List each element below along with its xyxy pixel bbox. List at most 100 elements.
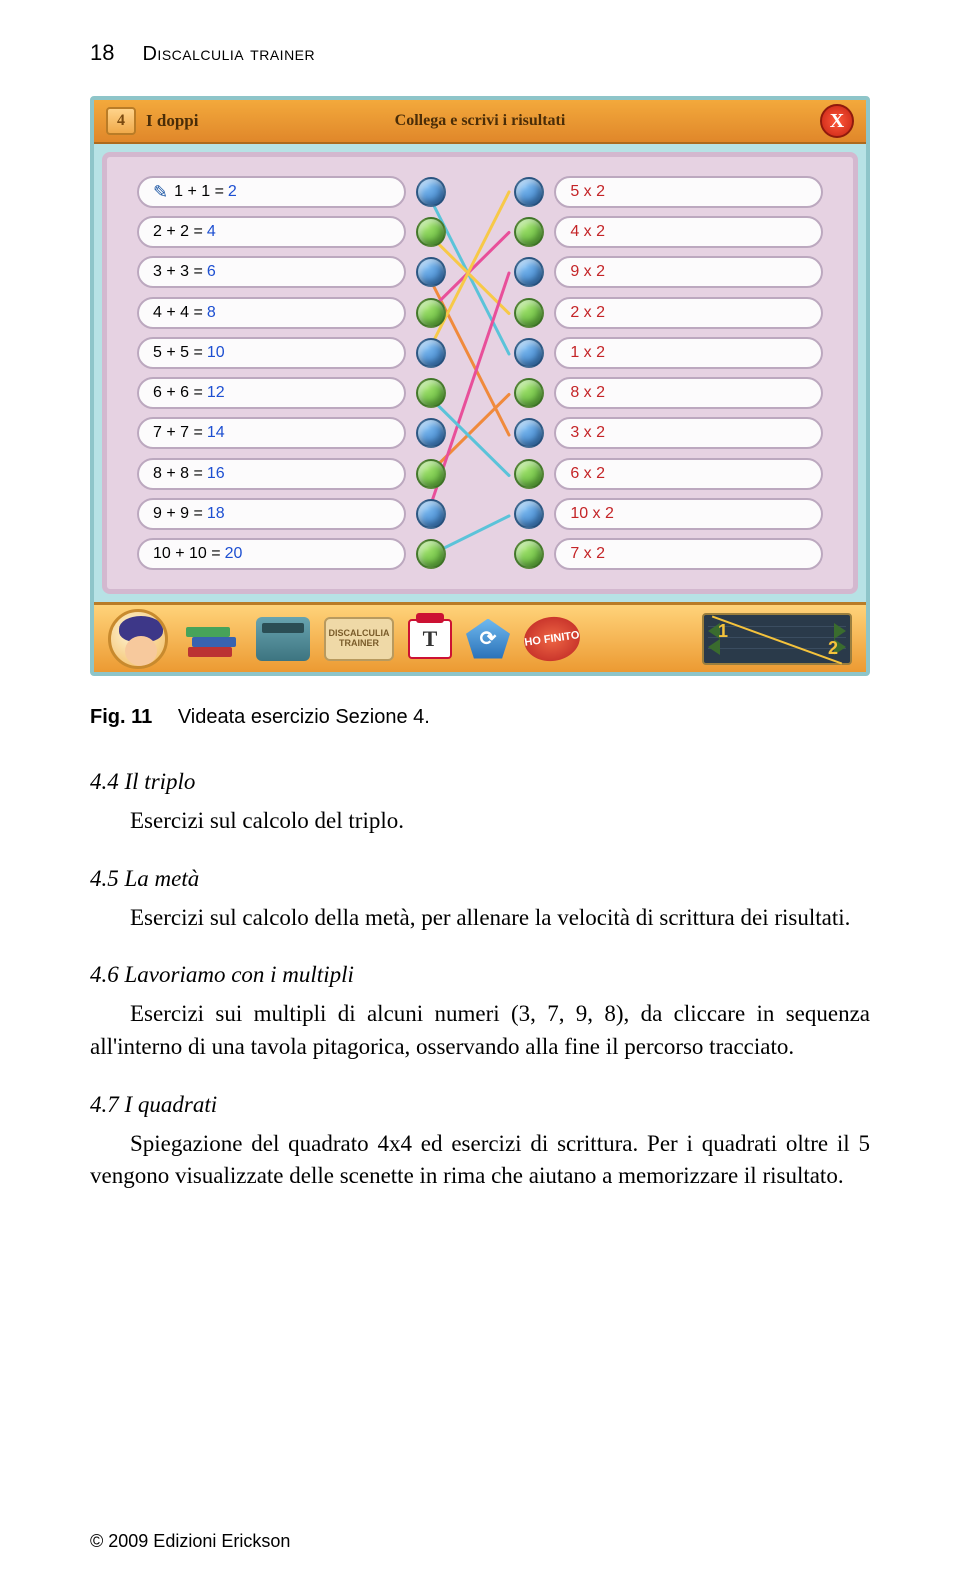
expression-pill[interactable]: ✎1 + 1 = 2 — [137, 176, 406, 208]
multiplier-text: 4 x 2 — [570, 223, 605, 241]
calculator-icon[interactable] — [256, 617, 310, 661]
game-number-1: 1 — [718, 621, 728, 642]
connector-dot[interactable] — [514, 459, 544, 489]
connector-dot[interactable] — [416, 539, 446, 569]
expression-pill[interactable]: 3 + 3 = 6 — [137, 256, 406, 288]
recycle-button[interactable]: ⟳ — [466, 619, 510, 659]
answer-text: 6 — [207, 263, 216, 281]
right-row: 3 x 2 — [514, 416, 823, 450]
right-row: 9 x 2 — [514, 255, 823, 289]
connector-dot[interactable] — [416, 338, 446, 368]
expression-text: 1 + 1 = — [174, 183, 224, 201]
connector-dot[interactable] — [514, 298, 544, 328]
game-panel[interactable]: 1 2 — [702, 613, 852, 665]
multiplier-pill[interactable]: 4 x 2 — [554, 216, 823, 248]
app-titlebar: 4 I doppi Collega e scrivi i risultati X — [94, 100, 866, 144]
left-row: 8 + 8 = 16 — [137, 457, 446, 491]
exercise-number-badge: 4 — [106, 107, 136, 135]
answer-text: 10 — [207, 344, 225, 362]
connector-dot[interactable] — [416, 217, 446, 247]
answer-text: 18 — [207, 505, 225, 523]
expression-pill[interactable]: 7 + 7 = 14 — [137, 417, 406, 449]
section-heading: 4.5 La metà — [90, 866, 870, 892]
connector-dot[interactable] — [514, 217, 544, 247]
connector-dot[interactable] — [514, 338, 544, 368]
expression-text: 7 + 7 = — [153, 424, 203, 442]
connector-dot[interactable] — [416, 499, 446, 529]
left-row: 9 + 9 = 18 — [137, 497, 446, 531]
connector-dot[interactable] — [514, 177, 544, 207]
left-column: ✎1 + 1 = 2 2 + 2 = 4 3 + 3 = 6 4 + 4 = 8 5 +… — [137, 175, 446, 571]
app-screenshot: 4 I doppi Collega e scrivi i risultati X… — [90, 96, 870, 676]
expression-pill[interactable]: 2 + 2 = 4 — [137, 216, 406, 248]
multiplier-pill[interactable]: 10 x 2 — [554, 498, 823, 530]
expression-pill[interactable]: 9 + 9 = 18 — [137, 498, 406, 530]
left-row: 5 + 5 = 10 — [137, 336, 446, 370]
multiplier-text: 9 x 2 — [570, 263, 605, 281]
multiplier-text: 6 x 2 — [570, 465, 605, 483]
answer-text: 16 — [207, 465, 225, 483]
connector-dot[interactable] — [514, 499, 544, 529]
close-button[interactable]: X — [820, 104, 854, 138]
answer-text: 20 — [225, 545, 243, 563]
game-number-2: 2 — [828, 638, 838, 659]
multiplier-pill[interactable]: 8 x 2 — [554, 377, 823, 409]
multiplier-pill[interactable]: 2 x 2 — [554, 297, 823, 329]
t-button[interactable]: T — [408, 619, 452, 659]
multiplier-text: 8 x 2 — [570, 384, 605, 402]
multiplier-text: 3 x 2 — [570, 424, 605, 442]
multiplier-text: 5 x 2 — [570, 183, 605, 201]
right-row: 8 x 2 — [514, 376, 823, 410]
left-row: 10 + 10 = 20 — [137, 537, 446, 571]
figure-label: Fig. 11 — [90, 706, 152, 728]
answer-text: 4 — [207, 223, 216, 241]
connector-dot[interactable] — [416, 378, 446, 408]
copyright-footer: © 2009 Edizioni Erickson — [90, 1531, 290, 1552]
expression-text: 10 + 10 = — [153, 545, 221, 563]
finish-button[interactable]: HO FINITO — [521, 613, 583, 664]
expression-pill[interactable]: 4 + 4 = 8 — [137, 297, 406, 329]
multiplier-pill[interactable]: 6 x 2 — [554, 458, 823, 490]
expression-pill[interactable]: 10 + 10 = 20 — [137, 538, 406, 570]
left-row: 7 + 7 = 14 — [137, 416, 446, 450]
trainer-badge[interactable]: DISCALCULIA TRAINER — [324, 617, 394, 661]
right-row: 5 x 2 — [514, 175, 823, 209]
multiplier-pill[interactable]: 5 x 2 — [554, 176, 823, 208]
expression-pill[interactable]: 5 + 5 = 10 — [137, 337, 406, 369]
connector-dot[interactable] — [514, 539, 544, 569]
connector-dot[interactable] — [514, 378, 544, 408]
answer-text: 8 — [207, 304, 216, 322]
running-title: Discalculia trainer — [142, 43, 315, 66]
multiplier-text: 7 x 2 — [570, 545, 605, 563]
bottom-toolbar: DISCALCULIA TRAINER T ⟳ HO FINITO 1 2 — [94, 602, 866, 672]
section-body: Esercizi sui multipli di alcuni numeri (… — [90, 998, 870, 1063]
multiplier-pill[interactable]: 9 x 2 — [554, 256, 823, 288]
section-body: Spiegazione del quadrato 4x4 ed esercizi… — [90, 1128, 870, 1193]
expression-pill[interactable]: 6 + 6 = 12 — [137, 377, 406, 409]
connector-dot[interactable] — [416, 418, 446, 448]
multiplier-pill[interactable]: 3 x 2 — [554, 417, 823, 449]
connector-dot[interactable] — [416, 177, 446, 207]
connector-dot[interactable] — [416, 459, 446, 489]
left-row: 6 + 6 = 12 — [137, 376, 446, 410]
answer-text: 2 — [228, 183, 237, 201]
figure-caption: Fig. 11 Videata esercizio Sezione 4. — [90, 706, 870, 729]
right-row: 6 x 2 — [514, 457, 823, 491]
multiplier-pill[interactable]: 1 x 2 — [554, 337, 823, 369]
connector-dot[interactable] — [416, 298, 446, 328]
multiplier-pill[interactable]: 7 x 2 — [554, 538, 823, 570]
multiplier-text: 1 x 2 — [570, 344, 605, 362]
titlebar-instruction: Collega e scrivi i risultati — [94, 112, 866, 130]
right-row: 1 x 2 — [514, 336, 823, 370]
expression-text: 2 + 2 = — [153, 223, 203, 241]
section-heading: 4.6 Lavoriamo con i multipli — [90, 962, 870, 988]
connector-dot[interactable] — [514, 418, 544, 448]
section-heading: 4.4 Il triplo — [90, 769, 870, 795]
expression-pill[interactable]: 8 + 8 = 16 — [137, 458, 406, 490]
connector-dot[interactable] — [514, 257, 544, 287]
expression-text: 5 + 5 = — [153, 344, 203, 362]
books-icon[interactable] — [182, 615, 242, 663]
right-column: 5 x 2 4 x 2 9 x 2 2 x 2 1 x 2 8 x 2 3 x 2 6 x 2… — [514, 175, 823, 571]
connector-dot[interactable] — [416, 257, 446, 287]
avatar-icon[interactable] — [108, 609, 168, 669]
